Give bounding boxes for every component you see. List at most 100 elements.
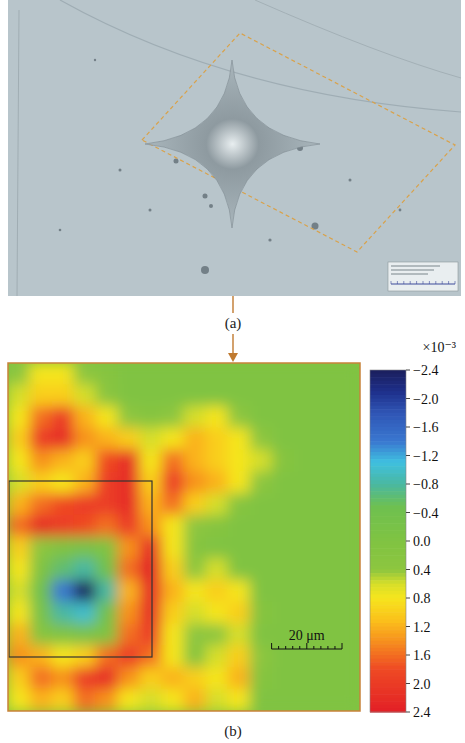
cell (294, 515, 317, 538)
scale-bar-tick (271, 643, 272, 649)
colorbar-band (370, 623, 406, 627)
cell (74, 580, 97, 603)
cell (206, 384, 229, 407)
cell (74, 450, 97, 473)
speck (268, 238, 271, 241)
colorbar-tick (406, 455, 410, 456)
colorbar-tick (406, 683, 410, 684)
info-scale-tick (410, 281, 411, 284)
colorbar-tick (406, 541, 410, 542)
cell (140, 493, 163, 516)
cell (96, 384, 119, 407)
cell (8, 493, 31, 516)
cell (74, 515, 97, 538)
cell (162, 537, 185, 560)
cell (74, 384, 97, 407)
colorbar-band (370, 423, 406, 427)
cell (206, 624, 229, 647)
cell (74, 558, 97, 581)
cell (30, 667, 53, 690)
cell (184, 471, 207, 494)
cell (338, 602, 361, 625)
colorbar-band (370, 566, 406, 570)
cell (118, 428, 141, 451)
cell (206, 580, 229, 603)
cell (228, 515, 251, 538)
cell (96, 493, 119, 516)
surface-line (255, 0, 461, 78)
cell (30, 363, 53, 385)
cell (338, 515, 361, 538)
cell (228, 471, 251, 494)
cell (272, 428, 295, 451)
cell (294, 493, 317, 516)
colorbar-tick-label: 0.4 (413, 563, 431, 578)
cell (228, 645, 251, 668)
cell (30, 558, 53, 581)
cell (30, 384, 53, 407)
colorbar-band (370, 684, 406, 688)
cell (228, 428, 251, 451)
cell (228, 493, 251, 516)
cell (228, 363, 251, 385)
cell (250, 471, 273, 494)
cell (272, 667, 295, 690)
colorbar-band (370, 694, 406, 698)
colorbar-band (370, 377, 406, 381)
cell (140, 515, 163, 538)
arrow (232, 334, 233, 356)
cell (118, 667, 141, 690)
cell (140, 602, 163, 625)
cell (74, 689, 97, 711)
cell (184, 515, 207, 538)
cell (118, 602, 141, 625)
cell (294, 471, 317, 494)
info-scale-tick (448, 281, 449, 284)
heatmap-ground (8, 363, 360, 711)
cell (52, 450, 75, 473)
cell (30, 580, 53, 603)
colorbar-band (370, 602, 406, 606)
cell (74, 667, 97, 690)
cell (206, 471, 229, 494)
scale-bar-tick (320, 646, 321, 649)
colorbar-band (370, 676, 406, 680)
cell (162, 428, 185, 451)
cell (52, 580, 75, 603)
info-scale-tick (416, 281, 417, 284)
cell (272, 493, 295, 516)
colorbar-band (370, 459, 406, 463)
cell (96, 667, 119, 690)
cell (338, 580, 361, 603)
cell (228, 602, 251, 625)
cell (118, 689, 141, 711)
cell (184, 406, 207, 429)
colorbar-band (370, 580, 406, 584)
cell (294, 428, 317, 451)
colorbar-band (370, 552, 406, 556)
cell (8, 363, 31, 385)
cell (228, 537, 251, 560)
scale-bar-tick (278, 646, 279, 649)
cell (338, 450, 361, 473)
colorbar-tick (406, 427, 410, 428)
colorbar-band (370, 416, 406, 420)
cell (162, 515, 185, 538)
cell (96, 537, 119, 560)
colorbar-band (370, 545, 406, 549)
cell (162, 493, 185, 516)
colorbar-band (370, 644, 406, 648)
info-scale-tick (429, 281, 430, 284)
cell (294, 537, 317, 560)
colorbar-band (370, 605, 406, 609)
colorbar-band (370, 509, 406, 513)
micrograph (8, 0, 461, 296)
colorbar-tick (406, 512, 410, 513)
cell (272, 580, 295, 603)
cell (338, 471, 361, 494)
colorbar-band (370, 570, 406, 574)
info-scale-tick (442, 281, 443, 284)
micrograph-ground (8, 0, 461, 296)
colorbar-tick (406, 484, 410, 485)
cell (316, 471, 339, 494)
